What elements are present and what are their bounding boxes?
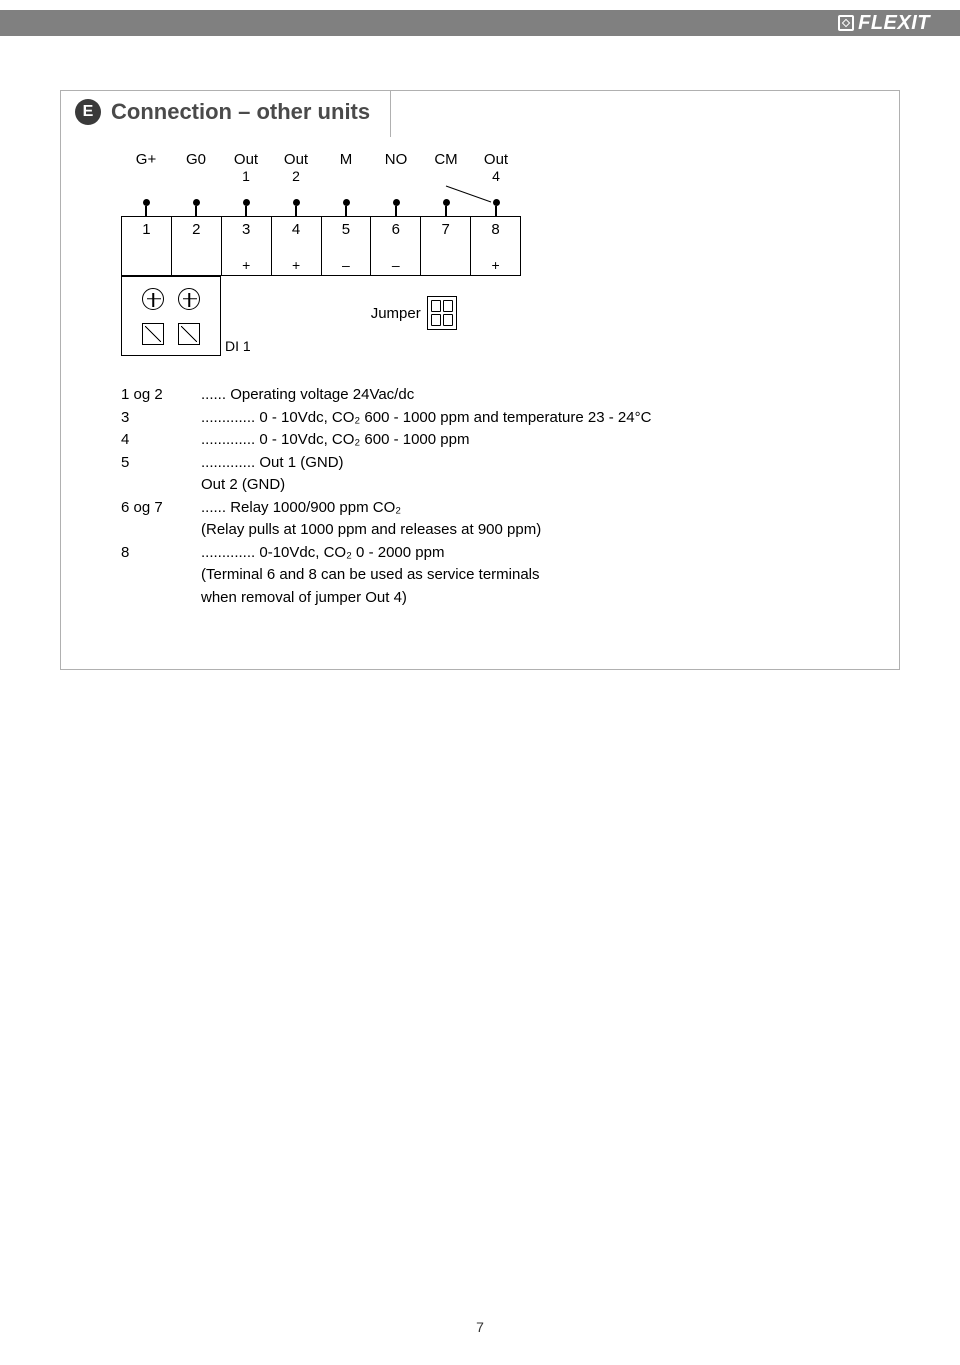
terminal-6: 6–	[371, 217, 421, 275]
terminal-2: 2	[172, 217, 222, 275]
terminal-5: 5–	[322, 217, 372, 275]
lbl-7: CM	[421, 151, 471, 168]
page-number: 7	[0, 1319, 960, 1335]
lbl-6: NO	[371, 151, 421, 168]
legend-row: 8............. 0-10Vdc, CO₂ 0 - 2000 ppm	[121, 542, 859, 565]
lower-row: DI 1 Jumper	[121, 276, 521, 356]
terminal-1: 1	[122, 217, 172, 275]
terminal-block: 1 2 3+ 4+ 5– 6– 7 8+	[121, 216, 521, 276]
pot-dial-icon	[142, 288, 164, 310]
content-frame: E Connection – other units G+ G0 Out Out…	[60, 90, 900, 670]
section-badge: E	[75, 99, 101, 125]
terminal-top-sublabels: 1 2 4	[121, 168, 859, 184]
legend-row: 5............. Out 1 (GND)	[121, 452, 859, 475]
legend-row: (Terminal 6 and 8 can be used as service…	[201, 564, 859, 587]
section-title: Connection – other units	[111, 99, 370, 125]
brand-logo: FLEXIT	[838, 12, 930, 35]
lbl-8: Out	[471, 151, 521, 168]
legend-row: when removal of jumper Out 4)	[201, 587, 859, 610]
terminal-4: 4+	[272, 217, 322, 275]
brand-text: FLEXIT	[858, 12, 930, 34]
terminal-7: 7	[421, 217, 471, 275]
dot-row	[121, 186, 521, 206]
terminal-top-labels: G+ G0 Out Out M NO CM Out	[121, 151, 859, 168]
lbl-5: M	[321, 151, 371, 168]
terminal-8: 8+	[471, 217, 520, 275]
jumper-box-icon	[427, 296, 457, 330]
jumper-label: Jumper	[371, 305, 421, 322]
logo-icon	[838, 15, 854, 31]
header-bar: FLEXIT	[0, 10, 960, 36]
lbl-1: G+	[121, 151, 171, 168]
pot-slot-icon	[178, 323, 200, 345]
diagram: G+ G0 Out Out M NO CM Out 1 2 4	[61, 91, 899, 629]
legend: 1 og 2...... Operating voltage 24Vac/dc …	[121, 384, 859, 609]
legend-row: (Relay pulls at 1000 ppm and releases at…	[201, 519, 859, 542]
legend-row: 3............. 0 - 10Vdc, CO₂ 600 - 1000…	[121, 407, 859, 430]
legend-row: 4............. 0 - 10Vdc, CO₂ 600 - 1000…	[121, 429, 859, 452]
potentiometer-box	[121, 276, 221, 356]
pot-dial-icon	[178, 288, 200, 310]
legend-row: Out 2 (GND)	[201, 474, 859, 497]
jumper-area: Jumper	[371, 296, 457, 330]
legend-row: 1 og 2...... Operating voltage 24Vac/dc	[121, 384, 859, 407]
lbl-2: G0	[171, 151, 221, 168]
section-tab: E Connection – other units	[60, 90, 391, 137]
pot-slot-icon	[142, 323, 164, 345]
terminal-3: 3+	[222, 217, 272, 275]
lbl-3: Out	[221, 151, 271, 168]
legend-row: 6 og 7...... Relay 1000/900 ppm CO₂	[121, 497, 859, 520]
di-label: DI 1	[225, 338, 251, 356]
lbl-4: Out	[271, 151, 321, 168]
